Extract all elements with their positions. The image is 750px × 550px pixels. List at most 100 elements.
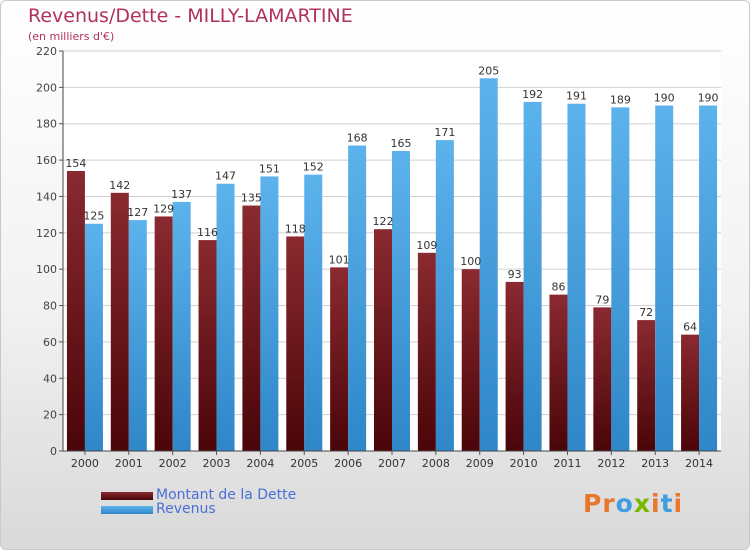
x-tick-label: 2013 bbox=[641, 457, 669, 470]
value-label-debt: 129 bbox=[153, 202, 174, 215]
value-label-debt: 86 bbox=[551, 281, 565, 294]
value-label-debt: 142 bbox=[109, 179, 130, 192]
value-label-revenue: 152 bbox=[303, 161, 324, 174]
y-tick-label: 0 bbox=[50, 445, 57, 458]
bar-revenue bbox=[260, 176, 279, 452]
x-tick-label: 2003 bbox=[203, 457, 231, 470]
y-tick-label: 60 bbox=[43, 336, 57, 349]
y-tick-label: 180 bbox=[36, 118, 57, 131]
bar-revenue bbox=[84, 223, 103, 451]
y-tick-label: 80 bbox=[43, 300, 57, 313]
bar-revenue bbox=[128, 220, 147, 451]
x-tick-label: 2010 bbox=[510, 457, 538, 470]
logo-letter: i bbox=[673, 489, 684, 518]
y-tick-label: 220 bbox=[36, 45, 57, 58]
bar-debt bbox=[637, 320, 656, 451]
legend-swatch-debt bbox=[101, 492, 153, 500]
bar-debt bbox=[198, 240, 217, 451]
value-label-revenue: 165 bbox=[391, 137, 412, 150]
x-tick-label: 2005 bbox=[290, 457, 318, 470]
value-label-revenue: 147 bbox=[215, 170, 236, 183]
bar-debt bbox=[549, 294, 568, 451]
bar-revenue bbox=[523, 101, 542, 451]
y-tick-label: 100 bbox=[36, 263, 57, 276]
value-label-debt: 109 bbox=[416, 239, 437, 252]
logo-letter: i bbox=[651, 489, 661, 518]
logo-letter: r bbox=[602, 489, 616, 518]
y-tick-label: 120 bbox=[36, 227, 57, 240]
value-label-debt: 135 bbox=[241, 192, 262, 205]
x-tick-label: 2011 bbox=[553, 457, 581, 470]
bar-revenue bbox=[435, 140, 454, 451]
bar-revenue bbox=[567, 103, 586, 452]
bar-revenue bbox=[655, 105, 674, 451]
y-tick-label: 140 bbox=[36, 190, 57, 203]
value-label-debt: 79 bbox=[595, 293, 609, 306]
bar-debt bbox=[593, 307, 612, 451]
bar-debt bbox=[242, 205, 261, 451]
value-label-debt: 154 bbox=[65, 157, 86, 170]
bars-layer bbox=[66, 78, 718, 452]
bar-revenue bbox=[216, 183, 235, 451]
value-label-debt: 100 bbox=[460, 255, 481, 268]
bar-debt bbox=[66, 171, 85, 451]
bar-revenue bbox=[479, 78, 498, 451]
bar-revenue bbox=[348, 145, 367, 451]
value-label-debt: 72 bbox=[639, 306, 653, 319]
value-label-revenue: 171 bbox=[434, 126, 455, 139]
value-label-debt: 101 bbox=[329, 253, 350, 266]
bar-debt bbox=[110, 192, 129, 451]
axis-layer bbox=[59, 50, 721, 455]
value-label-revenue: 125 bbox=[83, 210, 104, 223]
logo-letter: x bbox=[633, 489, 651, 518]
bar-revenue bbox=[304, 174, 323, 452]
bar-debt bbox=[461, 269, 480, 451]
bar-debt bbox=[330, 267, 349, 451]
logo-letter: t bbox=[660, 489, 674, 518]
value-label-revenue: 189 bbox=[610, 93, 631, 106]
bar-debt bbox=[154, 216, 173, 451]
y-tick-label: 20 bbox=[43, 409, 57, 422]
value-label-revenue: 190 bbox=[698, 92, 719, 105]
chart-subtitle: (en milliers d'€) bbox=[28, 30, 115, 43]
value-label-revenue: 190 bbox=[654, 92, 675, 105]
bar-revenue bbox=[611, 107, 630, 451]
x-tick-label: 2000 bbox=[71, 457, 99, 470]
bar-debt bbox=[286, 236, 305, 451]
y-tick-label: 200 bbox=[36, 81, 57, 94]
bar-revenue bbox=[172, 201, 191, 451]
value-label-debt: 93 bbox=[508, 268, 522, 281]
y-tick-label: 160 bbox=[36, 154, 57, 167]
x-tick-label: 2001 bbox=[115, 457, 143, 470]
value-label-revenue: 151 bbox=[259, 162, 280, 175]
labels-layer: 0 20 40 60 80 100 120 140 160 180 200 220 2000 154 125… bbox=[36, 45, 719, 470]
value-label-revenue: 127 bbox=[127, 206, 148, 219]
logo-letter: P bbox=[583, 489, 603, 518]
chart-title: Revenus/Dette - MILLY-LAMARTINE bbox=[28, 5, 353, 27]
bar-debt bbox=[374, 229, 392, 451]
legend-label-revenue: Revenus bbox=[156, 501, 216, 517]
legend-swatch-revenue bbox=[101, 506, 153, 514]
x-tick-label: 2007 bbox=[378, 457, 406, 470]
logo-letter: o bbox=[615, 489, 634, 518]
x-tick-label: 2004 bbox=[246, 457, 274, 470]
value-label-debt: 64 bbox=[683, 321, 697, 334]
x-tick-label: 2006 bbox=[334, 457, 362, 470]
value-label-revenue: 191 bbox=[566, 90, 587, 103]
bar-revenue bbox=[699, 105, 718, 451]
bar-debt bbox=[681, 334, 700, 451]
x-tick-label: 2012 bbox=[597, 457, 625, 470]
bar-debt bbox=[417, 252, 436, 451]
value-label-revenue: 137 bbox=[171, 188, 192, 201]
x-tick-label: 2008 bbox=[422, 457, 450, 470]
bar-debt bbox=[505, 281, 524, 451]
x-tick-label: 2014 bbox=[685, 457, 713, 470]
legend-label-debt: Montant de la Dette bbox=[156, 487, 297, 503]
bar-revenue bbox=[392, 151, 410, 451]
value-label-revenue: 205 bbox=[478, 64, 499, 77]
x-tick-label: 2009 bbox=[466, 457, 494, 470]
x-tick-label: 2002 bbox=[159, 457, 187, 470]
value-label-debt: 118 bbox=[285, 222, 306, 235]
